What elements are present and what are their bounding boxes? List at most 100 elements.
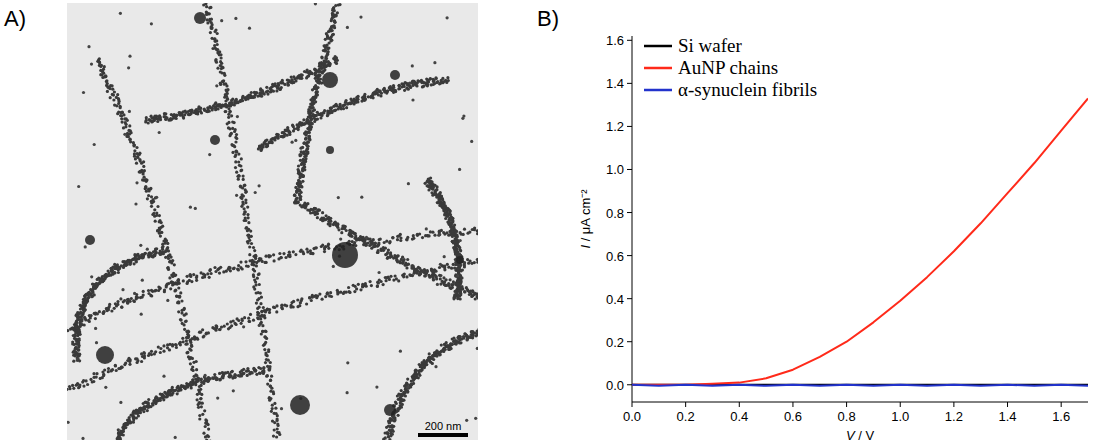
nanoparticle xyxy=(348,291,351,294)
nanoparticle xyxy=(311,294,314,297)
nanoparticle xyxy=(260,310,263,313)
nanoparticle xyxy=(77,311,80,314)
nanoparticle xyxy=(474,297,477,300)
nanoparticle xyxy=(412,266,415,269)
nanoparticle xyxy=(247,221,250,224)
nanoparticle xyxy=(216,67,219,70)
nanoparticle xyxy=(215,325,218,328)
nanoparticle xyxy=(278,433,281,436)
nanoparticle xyxy=(280,256,283,259)
nanoparticle xyxy=(330,295,333,298)
nanoparticle xyxy=(302,152,305,155)
nanoparticle xyxy=(133,253,136,256)
nanoparticle xyxy=(245,190,248,193)
nanoparticle xyxy=(329,28,332,31)
nanoparticle xyxy=(377,281,380,284)
nanoparticle xyxy=(299,176,302,179)
nanoparticle xyxy=(204,435,207,438)
nanoparticle xyxy=(74,331,77,334)
nanoparticle xyxy=(234,140,237,143)
nanoparticle xyxy=(309,211,312,214)
nanoparticle xyxy=(207,423,210,426)
nanoparticle xyxy=(443,268,446,271)
nanoparticle xyxy=(210,26,213,29)
nanoparticle xyxy=(273,412,276,415)
nanoparticle xyxy=(139,296,142,299)
nanoparticle xyxy=(385,279,388,282)
nanoparticle xyxy=(101,76,104,79)
nanoparticle xyxy=(167,257,170,260)
nanoparticle xyxy=(272,306,275,309)
nanoparticle xyxy=(308,296,311,299)
nanoparticle xyxy=(195,275,198,278)
nanoparticle xyxy=(216,32,219,35)
nanoparticle xyxy=(362,240,365,243)
nanoparticle xyxy=(255,302,258,305)
nanoparticle xyxy=(203,409,206,412)
nanoparticle xyxy=(243,316,246,319)
nanoparticle xyxy=(270,375,273,378)
nanoparticle xyxy=(297,164,300,167)
nanoparticle xyxy=(136,155,139,158)
nanoparticle xyxy=(186,351,189,354)
nanoparticle xyxy=(405,275,408,278)
nanoparticle xyxy=(126,298,129,301)
nanoparticle xyxy=(237,319,240,322)
nanoparticle xyxy=(295,191,298,194)
nanoparticle xyxy=(288,253,291,256)
nanoparticle xyxy=(265,255,268,258)
nanoparticle xyxy=(220,67,223,70)
nanoparticle xyxy=(218,272,221,275)
nanoparticle xyxy=(90,314,93,317)
nanoparticle xyxy=(161,245,164,248)
nanoparticle xyxy=(231,151,234,154)
nanoparticle xyxy=(423,274,426,277)
nanoparticle xyxy=(276,417,279,420)
nanoparticle xyxy=(412,237,415,240)
nanoparticle xyxy=(273,402,276,405)
nanoparticle xyxy=(380,280,383,283)
nanoparticle xyxy=(175,346,178,349)
nanoparticle xyxy=(385,276,388,279)
nanoparticle xyxy=(155,247,158,250)
nanoparticle xyxy=(321,244,324,247)
nanoparticle xyxy=(122,113,125,116)
nanoparticle xyxy=(218,328,221,331)
nanoparticle xyxy=(268,396,271,399)
nanoparticle xyxy=(121,366,124,369)
nanoparticle xyxy=(269,385,272,388)
nanoparticle xyxy=(186,342,189,345)
nanoparticle xyxy=(240,197,243,200)
nanoparticle xyxy=(332,33,335,36)
nanoparticle xyxy=(235,150,238,153)
nanoparticle xyxy=(243,207,246,210)
nanoparticle xyxy=(294,186,297,189)
nanoparticle xyxy=(449,278,452,281)
nanoparticle xyxy=(293,194,296,197)
nanoparticle xyxy=(447,282,450,285)
nanoparticle xyxy=(143,356,146,359)
nanoparticle xyxy=(217,52,220,55)
nanoparticle xyxy=(229,266,232,269)
nanoparticle xyxy=(124,426,127,429)
nanoparticle xyxy=(266,383,269,386)
nanoparticle xyxy=(162,252,165,255)
nanoparticle xyxy=(119,105,122,108)
nanoparticle xyxy=(421,270,424,273)
nanoparticle xyxy=(167,249,170,252)
nanoparticle xyxy=(376,245,379,248)
nanoparticle xyxy=(343,291,346,294)
nanoparticle xyxy=(445,278,448,281)
nanoparticle xyxy=(129,300,132,303)
nanoparticle xyxy=(233,130,236,133)
nanoparticle xyxy=(135,146,138,149)
nanoparticle xyxy=(128,360,131,363)
nanoparticle xyxy=(305,153,308,156)
nanoparticle xyxy=(239,196,242,199)
nanoparticle xyxy=(225,84,228,87)
nanoparticle xyxy=(76,316,79,319)
nanoparticle xyxy=(214,58,217,61)
nanoparticle xyxy=(337,228,340,231)
nanoparticle xyxy=(159,235,162,238)
nanoparticle xyxy=(318,82,321,85)
